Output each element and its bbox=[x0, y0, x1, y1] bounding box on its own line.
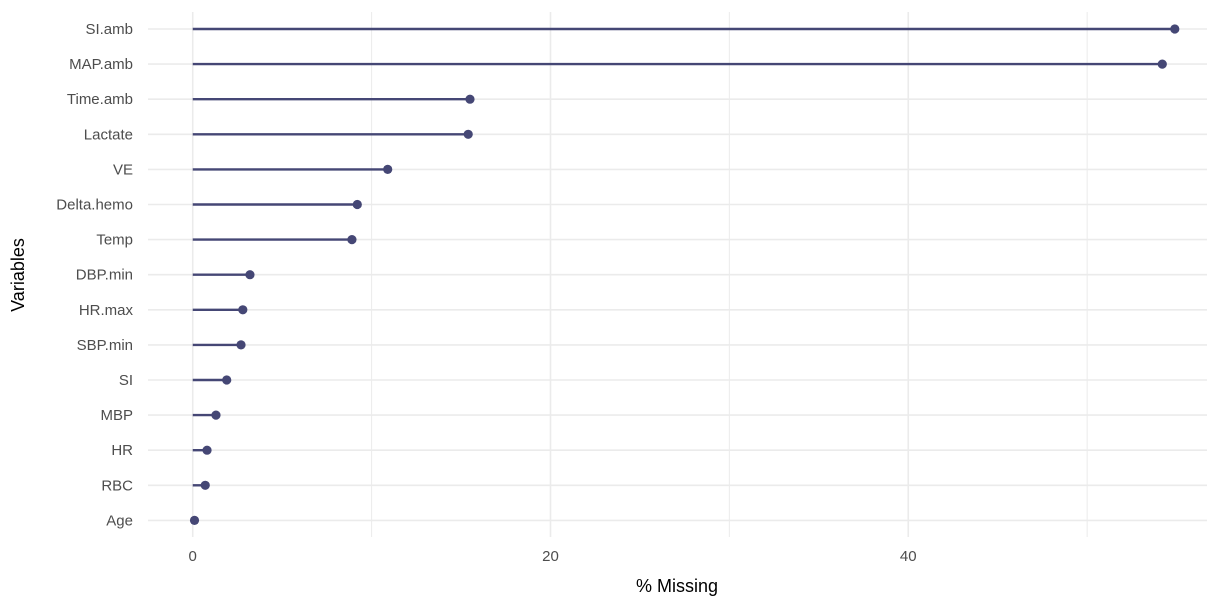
y-tick-label: SI.amb bbox=[85, 21, 133, 38]
x-tick-label: 40 bbox=[900, 548, 917, 565]
lollipop-point bbox=[189, 515, 200, 526]
lollipop-point bbox=[1170, 24, 1180, 34]
x-tick-label: 0 bbox=[189, 548, 197, 565]
y-tick-label: SBP.min bbox=[77, 337, 133, 354]
lollipop-point bbox=[347, 235, 357, 245]
y-tick-label: DBP.min bbox=[76, 267, 133, 284]
y-tick-label: RBC bbox=[101, 477, 133, 494]
y-axis-title: Variables bbox=[8, 238, 28, 312]
x-axis-title: % Missing bbox=[636, 576, 718, 596]
y-tick-label: HR.max bbox=[79, 302, 134, 319]
y-tick-label: Time.amb bbox=[67, 91, 133, 108]
y-tick-label: Temp bbox=[96, 232, 133, 249]
y-tick-label: Age bbox=[106, 512, 133, 529]
y-tick-label: HR bbox=[111, 442, 133, 459]
lollipop-point bbox=[1157, 59, 1167, 69]
lollipop-point bbox=[383, 164, 393, 174]
y-tick-label: MAP.amb bbox=[69, 56, 133, 73]
y-tick-label: Delta.hemo bbox=[56, 197, 133, 214]
y-axis-tick-labels: SI.amb MAP.amb Time.amb Lactate VE Delta.hemo… bbox=[56, 21, 133, 529]
y-tick-label: Lactate bbox=[84, 126, 133, 143]
lollipop-point bbox=[236, 340, 246, 350]
lollipop-point bbox=[200, 480, 210, 490]
lollipop-point bbox=[238, 305, 248, 315]
lollipop-point bbox=[202, 445, 212, 455]
x-tick-label: 20 bbox=[542, 548, 559, 565]
lollipop-point bbox=[463, 129, 473, 139]
y-tick-label: MBP bbox=[100, 407, 133, 424]
lollipop-series bbox=[189, 24, 1180, 526]
x-axis-tick-labels: 0 20 40 bbox=[189, 548, 917, 565]
lollipop-point bbox=[465, 94, 475, 104]
grid-lines bbox=[148, 12, 1207, 537]
lollipop-point bbox=[245, 270, 255, 280]
lollipop-point bbox=[222, 375, 232, 385]
y-tick-label: VE bbox=[113, 161, 133, 178]
lollipop-point bbox=[211, 410, 221, 420]
lollipop-point bbox=[352, 199, 362, 210]
y-tick-label: SI bbox=[119, 372, 133, 389]
